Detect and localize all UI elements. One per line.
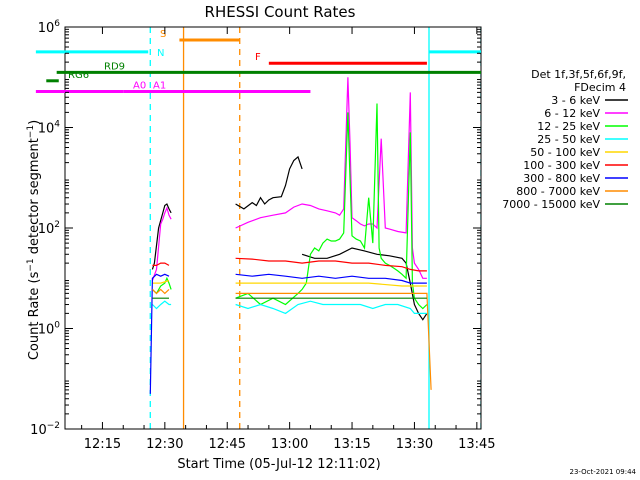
- y-tick-label-4: 106: [38, 19, 61, 36]
- x-axis-ticks: 12:15 12:30 12:45 13:00 13:15 13:30 13:45: [81, 27, 496, 452]
- flag-label-1: S: [160, 29, 166, 40]
- series-line-3-seg-0: [151, 300, 172, 310]
- flag-bars: NS F RD9 RG6 A0 A1: [35, 29, 481, 94]
- y-axis-label-mid: detector segment: [27, 138, 42, 258]
- y-tick-label-1: 100: [38, 321, 61, 338]
- y-axis-label-sup1: −1: [26, 258, 36, 271]
- legend-label-8: 7000 - 15000 keV: [502, 198, 600, 211]
- legend: Det 1f,3f,5f,6f,9f, FDecim 4 3 - 6 keV6 …: [502, 68, 628, 211]
- y-axis-label-main: Count Rate (s: [27, 271, 42, 360]
- legend-label-0: 3 - 6 keV: [551, 94, 600, 107]
- y-axis-ticks: 10−2 100 102 104 106: [30, 19, 481, 438]
- flag-label-6: A1: [153, 81, 166, 92]
- series-line-2-seg-1: [235, 103, 428, 310]
- series-line-1-seg-0: [151, 206, 172, 281]
- legend-header-2: FDecim 4: [574, 81, 626, 94]
- series-line-7-seg-0: [151, 288, 170, 295]
- timestamp: 23-Oct-2021 09:44: [570, 468, 637, 476]
- legend-header-1: Det 1f,3f,5f,6f,9f,: [531, 68, 626, 81]
- series-line-4-seg-0: [152, 279, 170, 284]
- flag-label-4: RG6: [68, 70, 89, 81]
- x-tick-label-1: 12:30: [146, 437, 183, 452]
- series-line-1-seg-1: [235, 77, 427, 279]
- legend-label-4: 50 - 100 keV: [530, 146, 600, 159]
- y-tick-label-2: 102: [38, 220, 60, 237]
- plot-frame: [64, 26, 482, 430]
- series-line-5-seg-1: [235, 257, 427, 272]
- y-axis-label-sup2: −1: [26, 125, 36, 138]
- legend-label-6: 300 - 800 keV: [523, 172, 600, 185]
- x-axis-label: Start Time (05-Jul-12 12:11:02): [177, 457, 380, 472]
- legend-label-3: 25 - 50 keV: [537, 133, 600, 146]
- y-tick-label-0: 10−2: [30, 421, 60, 438]
- x-tick-label-4: 13:15: [333, 437, 370, 452]
- legend-label-1: 6 - 12 keV: [544, 107, 600, 120]
- series-line-0-seg-0: [151, 203, 172, 270]
- series-line-5-seg-0: [152, 262, 170, 266]
- plot-area: [64, 26, 482, 430]
- plot-inner: [149, 27, 481, 429]
- legend-label-2: 12 - 25 keV: [537, 120, 600, 133]
- series-line-6-seg-0: [149, 273, 170, 394]
- x-tick-label-5: 13:30: [396, 437, 433, 452]
- y-tick-label-3: 104: [38, 120, 61, 137]
- flag-label-3: RD9: [104, 61, 125, 72]
- series-line-3-seg-1: [235, 300, 427, 315]
- x-tick-label-2: 12:45: [209, 437, 246, 452]
- series-line-0-seg-1: [235, 155, 303, 210]
- series-line-4-seg-1: [235, 282, 427, 287]
- flag-label-2: F: [255, 52, 261, 63]
- series-line-7-seg-1: [235, 292, 432, 390]
- x-tick-label-6: 13:45: [458, 437, 495, 452]
- series-line-6-seg-1: [235, 273, 427, 284]
- x-tick-label-3: 13:00: [271, 437, 308, 452]
- x-tick-label-0: 12:15: [84, 437, 121, 452]
- series-line-0-seg-2: [301, 247, 428, 321]
- y-axis-label: Count Rate (s−1 detector segment−1): [26, 120, 42, 360]
- flag-label-5: A0: [133, 81, 146, 92]
- chart-title: RHESSI Count Rates: [205, 3, 356, 21]
- flag-label-0: N: [157, 48, 164, 59]
- legend-label-7: 800 - 7000 keV: [516, 185, 600, 198]
- legend-label-5: 100 - 300 keV: [523, 159, 600, 172]
- y-axis-label-end: ): [27, 120, 42, 125]
